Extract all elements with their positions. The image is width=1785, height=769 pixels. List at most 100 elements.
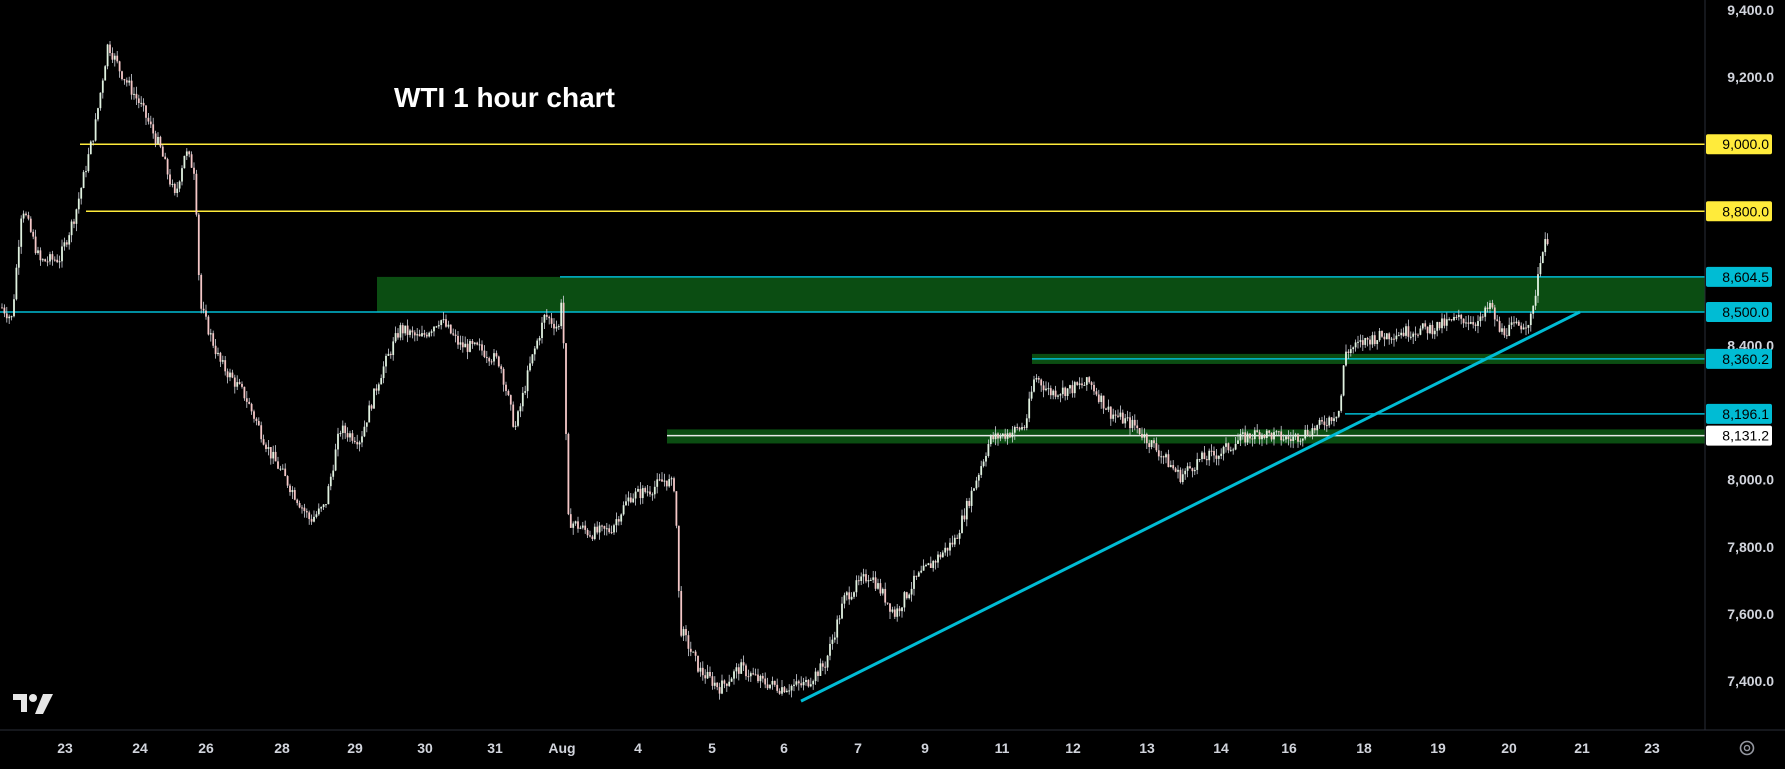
candle-body xyxy=(922,565,925,571)
candle-body xyxy=(584,525,587,530)
candle-body xyxy=(94,119,97,141)
candle-body xyxy=(349,433,351,438)
candle-body xyxy=(560,302,563,327)
candle-body xyxy=(1028,398,1031,419)
candle-body xyxy=(1316,425,1319,431)
candle-body xyxy=(1419,328,1422,335)
candle-body xyxy=(855,580,858,593)
candle-body xyxy=(25,213,27,216)
candle-body xyxy=(1150,440,1153,448)
candle-body xyxy=(171,183,174,185)
candle-body xyxy=(754,674,757,676)
candle-body xyxy=(687,635,690,649)
candle-body xyxy=(622,505,625,515)
candle-body xyxy=(1311,428,1314,437)
candle-body xyxy=(1148,443,1151,448)
candle-body xyxy=(159,136,162,147)
candle-body xyxy=(1347,351,1350,354)
candle-body xyxy=(869,579,872,581)
candle-body xyxy=(1191,468,1194,472)
candle-body xyxy=(699,667,702,672)
settings-gear-icon[interactable] xyxy=(1737,738,1757,758)
candle-body xyxy=(649,491,651,495)
ascending-trendline[interactable] xyxy=(800,310,1581,703)
candle-body xyxy=(725,683,728,686)
candle-body xyxy=(1165,454,1167,458)
candle-body xyxy=(1448,319,1451,321)
candle-body xyxy=(1229,449,1232,451)
candle-body xyxy=(473,342,476,344)
candle-body xyxy=(514,425,517,427)
price-level-badge xyxy=(1706,266,1772,287)
price-level-label: 9,000.0 xyxy=(1722,136,1769,152)
candle-body xyxy=(589,535,591,537)
candle-body xyxy=(737,667,740,674)
candle-body xyxy=(949,542,951,551)
candle-body xyxy=(1138,428,1141,434)
candle-body xyxy=(267,447,270,449)
candle-body xyxy=(961,515,963,533)
candle-body xyxy=(296,499,299,504)
candle-body xyxy=(1527,325,1530,328)
x-tick-label: 21 xyxy=(1574,740,1590,756)
candle-body xyxy=(1047,388,1050,390)
x-tick-label: 29 xyxy=(347,740,363,756)
candle-body xyxy=(291,490,294,493)
candle-body xyxy=(1033,379,1035,392)
candle-body xyxy=(747,676,750,678)
candle-body xyxy=(82,172,85,189)
candle-body xyxy=(85,171,87,173)
candle-body xyxy=(445,319,447,327)
candle-body xyxy=(776,684,779,691)
candle-body xyxy=(1237,440,1239,444)
candle-body xyxy=(1318,419,1321,426)
candle-body xyxy=(1405,326,1407,336)
candle-body xyxy=(1481,316,1484,318)
candle-body xyxy=(1021,427,1023,430)
candle-body xyxy=(800,683,803,686)
candle-body xyxy=(1193,469,1196,472)
candle-body xyxy=(399,325,402,338)
candle-body xyxy=(891,609,894,612)
candle-body xyxy=(1297,434,1299,442)
candle-body xyxy=(884,588,887,603)
x-tick-label: 23 xyxy=(1644,740,1660,756)
candle-body xyxy=(675,491,678,526)
candle-body xyxy=(896,608,899,617)
x-tick-label: 19 xyxy=(1430,740,1446,756)
candle-body xyxy=(135,93,138,99)
candle-body xyxy=(766,684,769,689)
candle-body xyxy=(958,532,961,539)
candle-body xyxy=(466,343,469,352)
candle-body xyxy=(385,355,387,367)
candle-body xyxy=(517,411,519,426)
candle-body xyxy=(164,156,167,160)
candle-body xyxy=(929,563,932,568)
candle-body xyxy=(106,44,109,67)
candle-body xyxy=(1222,446,1225,454)
candle-body xyxy=(404,325,407,334)
candle-body xyxy=(1417,334,1419,336)
x-tick-label: 7 xyxy=(854,740,862,756)
candle-body xyxy=(1045,388,1047,391)
candle-body xyxy=(401,325,404,334)
candle-body xyxy=(416,334,419,336)
candle-body xyxy=(1498,320,1501,332)
candle-body xyxy=(370,405,373,409)
candle-body xyxy=(598,525,601,533)
candle-body xyxy=(1172,465,1175,469)
candle-body xyxy=(1450,319,1453,321)
candle-body xyxy=(937,554,939,563)
candle-body xyxy=(425,334,428,337)
candle-body xyxy=(1537,274,1539,296)
candle-body xyxy=(898,608,901,612)
candle-body xyxy=(1373,335,1376,345)
candle-body xyxy=(20,218,23,247)
candle-body xyxy=(836,619,839,638)
candle-body xyxy=(749,673,752,677)
candle-body xyxy=(692,651,695,653)
candle-body xyxy=(8,316,11,319)
candle-body xyxy=(1090,382,1093,385)
candle-body xyxy=(821,663,824,667)
